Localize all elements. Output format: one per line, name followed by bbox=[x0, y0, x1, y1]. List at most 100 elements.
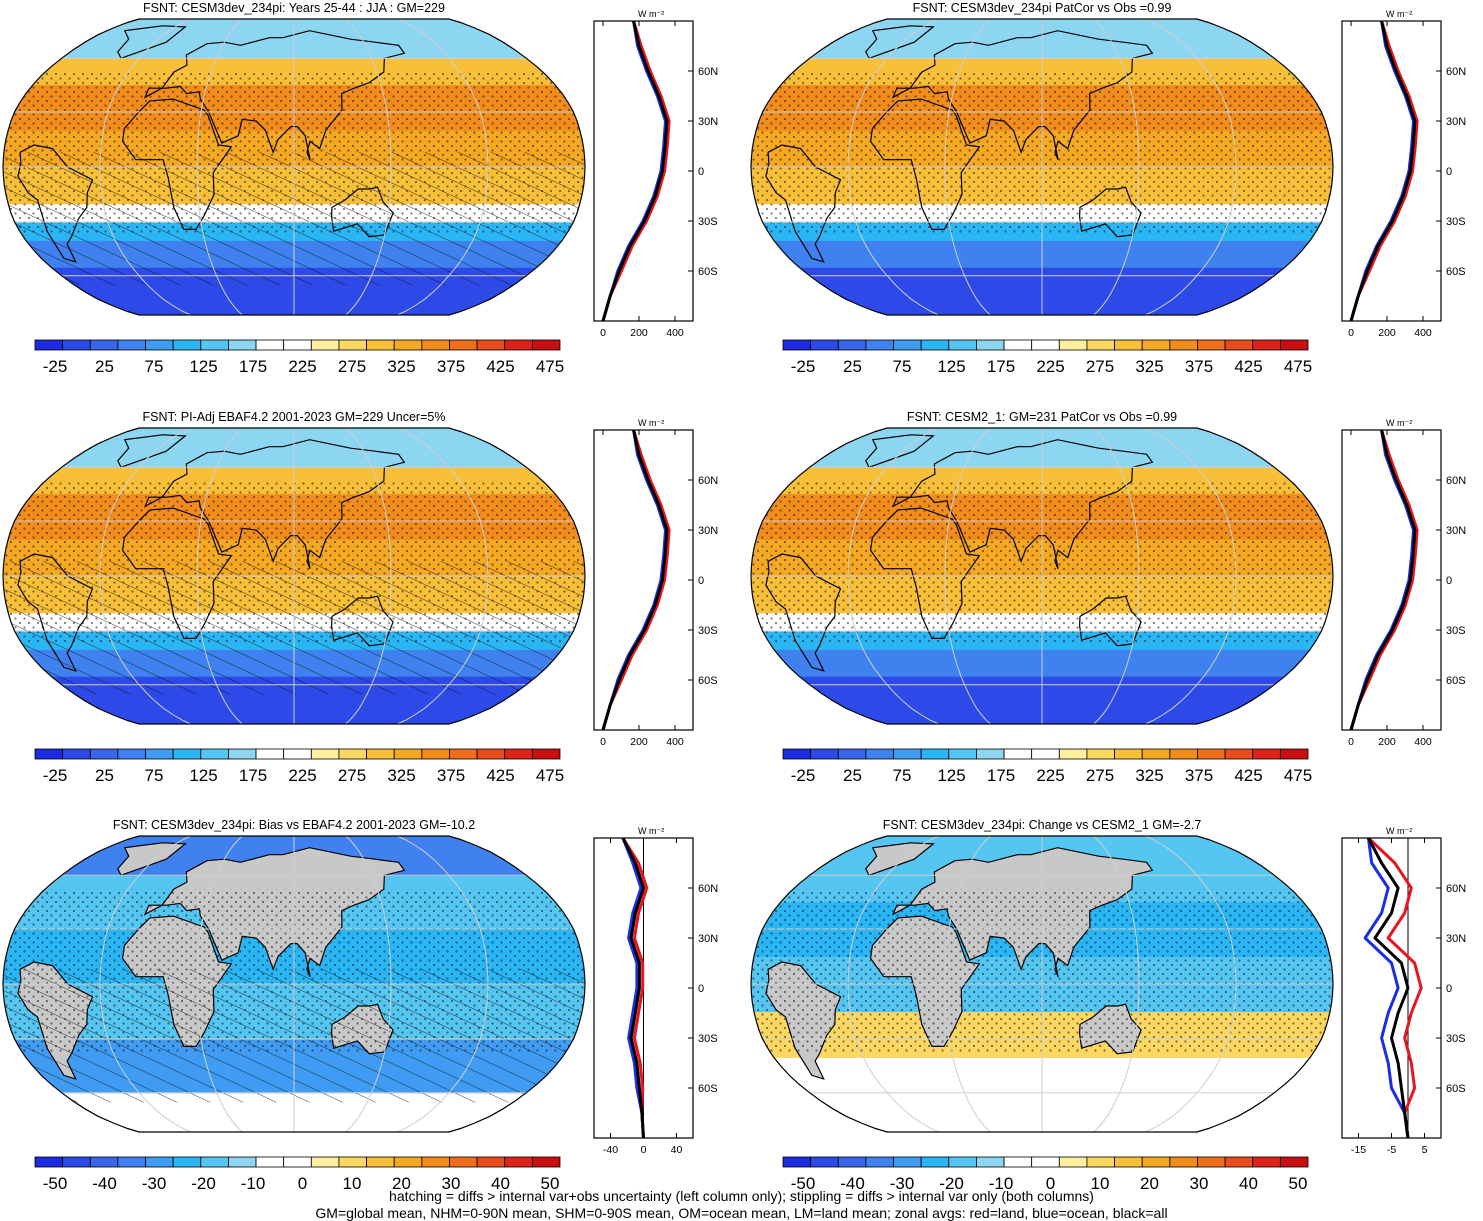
colorbar-swatch bbox=[200, 1156, 229, 1168]
profile-y-tick-label: 30N bbox=[1446, 933, 1466, 945]
colorbar-swatch bbox=[338, 1156, 367, 1168]
profile-units: W m⁻² bbox=[638, 9, 664, 19]
colorbar-swatch bbox=[810, 1156, 839, 1168]
colorbar-label: 325 bbox=[1135, 357, 1163, 376]
colorbar-label: 10 bbox=[343, 1174, 362, 1193]
coastline-greenland bbox=[117, 842, 187, 877]
zonal-profile-2: W m⁻² 0 200 400 60N 30N 0 30S 60S bbox=[1341, 9, 1466, 339]
colorbar-label: 475 bbox=[536, 357, 564, 376]
colorbar-swatch bbox=[117, 339, 146, 351]
colorbar-swatch bbox=[476, 748, 506, 760]
map-border bbox=[750, 427, 1334, 725]
profile-frame bbox=[1341, 20, 1442, 322]
colorbar-swatch bbox=[172, 1156, 202, 1168]
map-field bbox=[3, 428, 585, 724]
colorbar-swatch bbox=[449, 339, 478, 351]
map-panel-2: FSNT: CESM3dev_234pi PatCor vs Obs =0.99 bbox=[750, 1, 1334, 316]
map-panel-3: FSNT: PI-Adj EBAF4.2 2001-2023 GM=229 Un… bbox=[2, 410, 586, 725]
colorbar-6: -50 -40 -30 -20 -10 0 10 20 30 40 50 bbox=[782, 1156, 1309, 1193]
colorbar-2: -25 25 75 125 175 225 275 325 375 425 475 bbox=[782, 339, 1312, 376]
zonal-profile-1: W m⁻² 0 200 400 60N 30N 0 30S 60S bbox=[593, 9, 718, 339]
profile-y-tick-label: 30N bbox=[1446, 525, 1466, 537]
colorbar-label: 175 bbox=[239, 357, 267, 376]
profile-units: W m⁻² bbox=[638, 418, 664, 428]
profile-x-tick-label: -40 bbox=[603, 1144, 618, 1156]
profile-land-curve bbox=[1349, 429, 1419, 731]
profile-y-tick-label: 60N bbox=[698, 475, 718, 487]
colorbar-label: -10 bbox=[989, 1174, 1014, 1193]
colorbar-swatch bbox=[283, 1156, 312, 1168]
graticule-meridian bbox=[847, 19, 940, 315]
profile-x-tick-label: 400 bbox=[1414, 736, 1432, 748]
profile-y-tick-label: 0 bbox=[698, 166, 704, 178]
profile-x-tick-label: 200 bbox=[630, 736, 648, 748]
colorbar-swatch bbox=[1003, 748, 1033, 760]
colorbar-swatch bbox=[1003, 339, 1033, 351]
colorbar-swatch bbox=[1279, 339, 1309, 351]
profile-land-curve bbox=[601, 429, 671, 731]
colorbar-label: -10 bbox=[241, 1174, 266, 1193]
colorbar-swatch bbox=[504, 748, 533, 760]
colorbar-label: -50 bbox=[791, 1174, 816, 1193]
graticule-meridian bbox=[944, 428, 991, 724]
colorbar-label: 175 bbox=[239, 766, 267, 785]
colorbar-swatch bbox=[837, 339, 867, 351]
colorbar-label: 0 bbox=[1046, 1174, 1055, 1193]
colorbar-swatch bbox=[117, 1156, 146, 1168]
colorbar-swatch bbox=[1031, 339, 1060, 351]
colorbar-swatch bbox=[310, 339, 340, 351]
colorbar-label: -50 bbox=[43, 1174, 68, 1193]
colorbar-swatch bbox=[782, 1156, 812, 1168]
profile-x-tick-label: 40 bbox=[671, 1144, 683, 1156]
profile-y-tick-label: 60N bbox=[1446, 475, 1466, 487]
graticule-meridian bbox=[345, 19, 392, 315]
colorbar-swatch bbox=[338, 339, 367, 351]
map-border bbox=[2, 835, 586, 1133]
colorbar-label: 275 bbox=[338, 766, 366, 785]
colorbar-swatch bbox=[948, 339, 977, 351]
colorbar-label: 50 bbox=[1289, 1174, 1308, 1193]
colorbar-swatch bbox=[948, 748, 977, 760]
colorbar-label: 25 bbox=[843, 766, 862, 785]
profile-ocean-curve bbox=[1363, 837, 1410, 1139]
map-field bbox=[751, 19, 1333, 315]
profile-ocean-curve bbox=[621, 837, 645, 1139]
profile-x-tick-label: 400 bbox=[666, 736, 684, 748]
colorbar-swatch bbox=[34, 748, 64, 760]
profile-y-tick-label: 30N bbox=[698, 933, 718, 945]
colorbar-swatch bbox=[920, 1156, 950, 1168]
colorbar-swatch bbox=[34, 1156, 64, 1168]
graticule-meridian bbox=[196, 428, 243, 724]
colorbar-swatch bbox=[393, 339, 423, 351]
colorbar-swatch bbox=[1114, 339, 1143, 351]
colorbar-swatch bbox=[1197, 748, 1226, 760]
map-title: FSNT: CESM3dev_234pi PatCor vs Obs =0.99 bbox=[913, 1, 1172, 15]
profile-y-tick-label: 30S bbox=[1446, 216, 1466, 228]
colorbar-swatch bbox=[393, 1156, 423, 1168]
colorbar-label: 375 bbox=[1185, 357, 1213, 376]
profile-x-tick-label: 400 bbox=[1414, 327, 1432, 339]
graticule-meridian bbox=[99, 428, 192, 724]
colorbar-swatch bbox=[1141, 339, 1171, 351]
colorbar-swatch bbox=[200, 339, 229, 351]
colorbar-swatch bbox=[421, 748, 450, 760]
colorbar-swatch bbox=[338, 748, 367, 760]
map-title: FSNT: CESM3dev_234pi: Years 25-44 : JJA … bbox=[143, 1, 445, 15]
colorbar-swatch bbox=[1252, 1156, 1281, 1168]
colorbar-swatch bbox=[1197, 339, 1226, 351]
colorbar-swatch bbox=[310, 748, 340, 760]
profile-y-tick-label: 60N bbox=[1446, 66, 1466, 78]
colorbar-swatch bbox=[421, 1156, 450, 1168]
map-border bbox=[2, 427, 586, 725]
colorbar-swatch bbox=[366, 1156, 395, 1168]
colorbar-5: -50 -40 -30 -20 -10 0 10 20 30 40 50 bbox=[34, 1156, 561, 1193]
colorbar-label: 225 bbox=[1036, 357, 1064, 376]
colorbar-swatch bbox=[1224, 1156, 1254, 1168]
colorbar-swatch bbox=[893, 339, 922, 351]
colorbar-label: 425 bbox=[486, 766, 514, 785]
colorbar-swatch bbox=[117, 748, 146, 760]
colorbar-label: 425 bbox=[1234, 357, 1262, 376]
colorbar-label: 75 bbox=[145, 766, 164, 785]
colorbar-label: 425 bbox=[486, 357, 514, 376]
